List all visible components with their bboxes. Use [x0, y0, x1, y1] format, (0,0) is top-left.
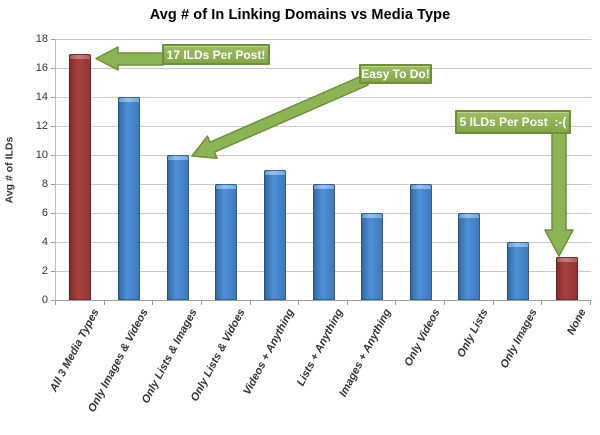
y-tick-label: 2 [41, 265, 48, 277]
x-tick-mark [249, 301, 251, 305]
x-tick-mark [444, 301, 446, 305]
callout-5-ilds-per-post: 5 ILDs Per Post :-( [455, 110, 571, 134]
bar-7 [409, 184, 432, 300]
gridline [56, 67, 591, 69]
bar-10 [555, 256, 578, 300]
y-tick-mark [51, 155, 55, 156]
y-tick-label: 8 [41, 178, 48, 190]
y-tick-mark [51, 213, 55, 214]
y-tick-mark [51, 300, 55, 301]
bar-1 [117, 97, 140, 300]
x-tick-mark [395, 301, 397, 305]
bar-6 [361, 213, 384, 300]
plot-area [55, 38, 591, 301]
y-tick-mark [51, 68, 55, 69]
bar-8 [458, 213, 481, 300]
y-tick-mark [51, 39, 55, 40]
callout-easy-to-do: Easy To Do! [359, 64, 432, 84]
y-tick-mark [51, 126, 55, 127]
bar-4 [263, 169, 286, 300]
y-tick-label: 16 [35, 62, 48, 74]
bar-3 [215, 184, 238, 300]
chart-title: Avg # of In Linking Domains vs Media Typ… [149, 7, 451, 23]
x-tick-mark [346, 301, 348, 305]
bar-2 [166, 155, 189, 300]
y-tick-mark [51, 97, 55, 98]
y-tick-label: 0 [41, 294, 48, 306]
x-tick-mark [492, 301, 494, 305]
y-tick-label: 10 [35, 149, 48, 161]
bar-0 [69, 53, 92, 300]
x-tick-mark [55, 301, 56, 305]
y-axis-title: Avg # of ILDs [3, 136, 16, 203]
y-tick-label: 14 [35, 91, 48, 103]
x-tick-mark [200, 301, 202, 305]
y-tick-label: 4 [41, 236, 48, 248]
y-axis-title-wrap: Avg # of ILDs [0, 39, 18, 300]
x-tick-mark [298, 301, 300, 305]
x-tick-mark [152, 301, 154, 305]
y-tick-mark [51, 184, 55, 185]
y-tick-label: 12 [35, 120, 48, 132]
y-tick-mark [51, 242, 55, 243]
x-tick-mark [590, 301, 591, 305]
y-tick-label: 18 [35, 33, 48, 45]
bar-5 [312, 184, 335, 300]
x-tick-mark [103, 301, 105, 305]
callout-17-ilds-per-post: 17 ILDs Per Post! [162, 44, 270, 65]
gridline [56, 38, 591, 40]
bar-9 [507, 242, 530, 300]
y-tick-label: 6 [41, 207, 48, 219]
y-tick-mark [51, 271, 55, 272]
x-tick-mark [541, 301, 543, 305]
